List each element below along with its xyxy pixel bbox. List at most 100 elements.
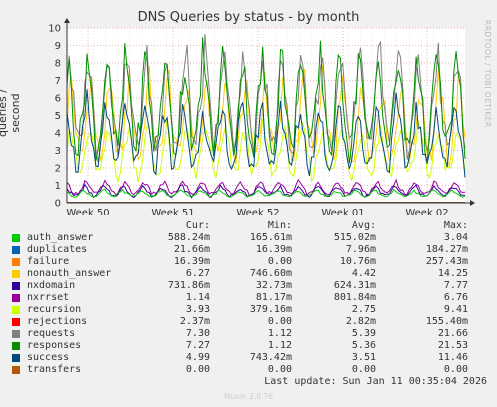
- legend-max: 257.43m: [425, 256, 468, 267]
- series-line-responses: [66, 37, 466, 165]
- legend-min: 165.61m: [249, 232, 292, 243]
- legend-min: 379.16m: [249, 304, 292, 315]
- legend-cur: 1.14: [185, 292, 210, 303]
- legend-row-requests: requests 7.30 1.12 5.39 21.66: [12, 328, 492, 340]
- legend-swatch: [12, 282, 20, 290]
- legend-swatch: [12, 318, 20, 326]
- x-tick-label: Week 50: [66, 208, 109, 215]
- legend-max: 21.66: [437, 328, 468, 339]
- legend-min: 81.17m: [255, 292, 292, 303]
- legend-avg: 3.51: [351, 352, 376, 363]
- legend-cur: 21.66m: [173, 244, 210, 255]
- legend-avg: 10.76m: [339, 256, 376, 267]
- legend-min: 743.42m: [249, 352, 292, 363]
- y-tick-label: 1: [55, 181, 61, 192]
- y-tick-label: 8: [55, 59, 61, 70]
- legend-min: 32.73m: [255, 280, 292, 291]
- series-line-nxrrset: [66, 178, 466, 197]
- legend-name: responses: [27, 340, 82, 351]
- legend-row-nonauth_answer: nonauth_answer 6.27 746.60m 4.42 14.25: [12, 268, 492, 280]
- munin-version: Munin 2.0.76: [223, 392, 274, 401]
- legend-max: 184.27m: [425, 244, 468, 255]
- legend-row-recursion: recursion 3.93 379.16m 2.75 9.41: [12, 304, 492, 316]
- legend-cur: 588.24m: [167, 232, 210, 243]
- legend-max: 9.41: [443, 304, 468, 315]
- legend-row-transfers: transfers 0.00 0.00 0.00 0.00: [12, 364, 492, 376]
- y-tick-label: 3: [55, 146, 61, 157]
- legend-avg: 2.82m: [345, 316, 376, 327]
- legend-row-nxdomain: nxdomain 731.86m 32.73m 624.31m 7.77: [12, 280, 492, 292]
- legend-min: 0.00: [267, 364, 292, 375]
- x-tick-label: Week 02: [405, 208, 448, 215]
- series-line-recursion: [66, 118, 466, 184]
- legend-avg: 515.02m: [333, 232, 376, 243]
- legend-avg: 624.31m: [333, 280, 376, 291]
- legend-name: auth_answer: [27, 232, 94, 243]
- legend-header-cur: Cur:: [185, 220, 210, 231]
- legend-swatch: [12, 270, 20, 278]
- legend-row-success: success 4.99 743.42m 3.51 11.46: [12, 352, 492, 364]
- legend-min: 16.39m: [255, 244, 292, 255]
- legend-name: nxrrset: [27, 292, 70, 303]
- legend-swatch: [12, 366, 20, 374]
- series-line-auth_answer: [66, 188, 466, 198]
- legend-max: 21.53: [437, 340, 468, 351]
- series-line-nxdomain: [66, 183, 465, 199]
- legend-avg: 5.39: [351, 328, 376, 339]
- legend-name: recursion: [27, 304, 82, 315]
- plot-area: 0 1 2 3 4 5 6 7 8 9 10 Week 50 Week 51 Week 52 Week 01…: [48, 18, 475, 215]
- legend-swatch: [12, 246, 20, 254]
- legend-cur: 6.27: [185, 268, 210, 279]
- legend-header: Cur: Min: Avg: Max:: [12, 220, 492, 232]
- legend-name: duplicates: [27, 244, 88, 255]
- legend-name: nxdomain: [27, 280, 76, 291]
- rrdtool-credit: RRDTOOL / TOBI OETIKER: [483, 20, 492, 128]
- legend-name: requests: [27, 328, 76, 339]
- legend-avg: 5.36: [351, 340, 376, 351]
- y-tick-label: 6: [55, 94, 61, 105]
- legend-swatch: [12, 342, 20, 350]
- y-tick-label: 5: [55, 111, 61, 122]
- y-tick-label: 0: [55, 199, 61, 210]
- legend-swatch: [12, 294, 20, 302]
- legend-row-responses: responses 7.27 1.12 5.36 21.53: [12, 340, 492, 352]
- legend-row-duplicates: duplicates 21.66m 16.39m 7.96m 184.27m: [12, 244, 492, 256]
- legend-min: 0.00: [267, 256, 292, 267]
- legend-cur: 731.86m: [167, 280, 210, 291]
- legend-swatch: [12, 258, 20, 266]
- chart-title: DNS Queries by status - by month: [137, 10, 360, 25]
- y-tick-label: 10: [48, 24, 61, 35]
- legend-cur: 16.39m: [173, 256, 210, 267]
- series-line-requests: [66, 33, 466, 163]
- legend-avg: 0.00: [351, 364, 376, 375]
- legend-swatch: [12, 354, 20, 362]
- legend-avg: 7.96m: [345, 244, 376, 255]
- legend-max: 14.25: [437, 268, 468, 279]
- legend-min: 746.60m: [249, 268, 292, 279]
- x-tick-label: Week 01: [321, 208, 364, 215]
- legend-max: 7.77: [443, 280, 468, 291]
- x-axis-arrow: [470, 200, 475, 206]
- y-tick-label: 9: [55, 41, 61, 52]
- legend-row-failure: failure 16.39m 0.00 10.76m 257.43m: [12, 256, 492, 268]
- legend-cur: 2.37m: [179, 316, 210, 327]
- last-update: Last update: Sun Jan 11 00:35:04 2026: [264, 376, 487, 387]
- legend-max: 3.04: [443, 232, 468, 243]
- legend-row-nxrrset: nxrrset 1.14 81.17m 801.84m 6.76: [12, 292, 492, 304]
- legend-header-avg: Avg:: [351, 220, 376, 231]
- legend-swatch: [12, 330, 20, 338]
- legend-min: 1.12: [267, 328, 292, 339]
- legend-cur: 7.27: [185, 340, 210, 351]
- legend-name: rejections: [27, 316, 88, 327]
- legend-cur: 3.93: [185, 304, 210, 315]
- legend-avg: 2.75: [351, 304, 376, 315]
- legend-name: success: [27, 352, 70, 363]
- legend-max: 6.76: [443, 292, 468, 303]
- legend-cur: 4.99: [185, 352, 210, 363]
- legend-min: 1.12: [267, 340, 292, 351]
- legend-name: failure: [27, 256, 70, 267]
- x-tick-label: Week 52: [236, 208, 279, 215]
- legend-swatch: [12, 306, 20, 314]
- legend-cur: 0.00: [185, 364, 210, 375]
- legend-avg: 801.84m: [333, 292, 376, 303]
